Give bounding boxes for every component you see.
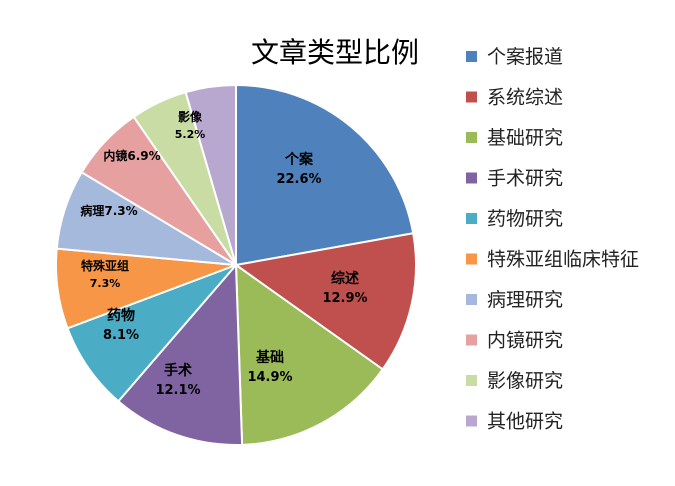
- legend-label: 手术研究: [487, 168, 563, 190]
- legend-swatch: [466, 91, 477, 103]
- legend-label: 内镜研究: [487, 330, 563, 352]
- slice-label-value: 8.1%: [103, 328, 139, 343]
- legend-label: 药物研究: [487, 208, 563, 230]
- slice-label-value: 7.3%: [90, 277, 121, 290]
- slice-label-name: 药物: [107, 307, 135, 324]
- legend-swatch: [466, 415, 477, 427]
- slice-label-name: 基础: [256, 349, 284, 366]
- legend-swatch: [466, 213, 477, 224]
- legend-swatch: [466, 51, 477, 62]
- legend-swatch: [466, 294, 477, 305]
- pie-slice-10: [184, 83, 237, 266]
- legend-swatch: [466, 334, 477, 346]
- slice-label-name: 个案: [284, 151, 314, 168]
- pie-slice-2: [233, 232, 417, 371]
- legend-label: 病理研究: [487, 289, 563, 311]
- slice-label-name: 综述: [331, 270, 359, 287]
- legend-label: 基础研究: [487, 127, 563, 149]
- legend-label: 其他研究: [487, 411, 563, 433]
- slice-label-value: 12.9%: [322, 291, 367, 306]
- slice-label: 内镜6.9%: [103, 148, 160, 163]
- legend-label: 影像研究: [487, 370, 563, 392]
- pie-slice-4: [116, 262, 244, 446]
- pie-slices: [55, 83, 417, 446]
- pie-slice-1: [235, 83, 415, 267]
- slice-label-name: 影像: [178, 109, 203, 124]
- legend: 个案报道系统综述基础研究手术研究药物研究特殊亚组临床特征病理研究内镜研究影像研究…: [466, 46, 639, 433]
- legend-label: 系统综述: [487, 87, 563, 109]
- legend-label: 特殊亚组临床特征: [487, 249, 639, 271]
- slice-label-name: 特殊亚组: [81, 258, 129, 273]
- slice-label-value: 12.1%: [155, 383, 200, 398]
- chart-title: 文章类型比例: [251, 36, 419, 69]
- slice-label: 病理7.3%: [80, 203, 137, 218]
- pie-slice-3: [234, 263, 385, 446]
- pie-slice-5: [66, 264, 237, 403]
- legend-swatch: [466, 132, 477, 143]
- legend-swatch: [466, 172, 477, 184]
- legend-label: 个案报道: [487, 46, 563, 68]
- slice-label-value: 22.6%: [276, 172, 321, 187]
- slice-label-name: 手术: [164, 362, 192, 379]
- slice-label-value: 5.2%: [175, 128, 206, 141]
- slice-label-value: 14.9%: [247, 370, 292, 385]
- legend-swatch: [466, 375, 477, 386]
- legend-swatch: [466, 253, 477, 265]
- slice-labels: 个案 22.6% 综述 12.9% 基础 14.9% 手术 12.1% 药物 8.1% 特殊亚组 7.…: [80, 109, 367, 398]
